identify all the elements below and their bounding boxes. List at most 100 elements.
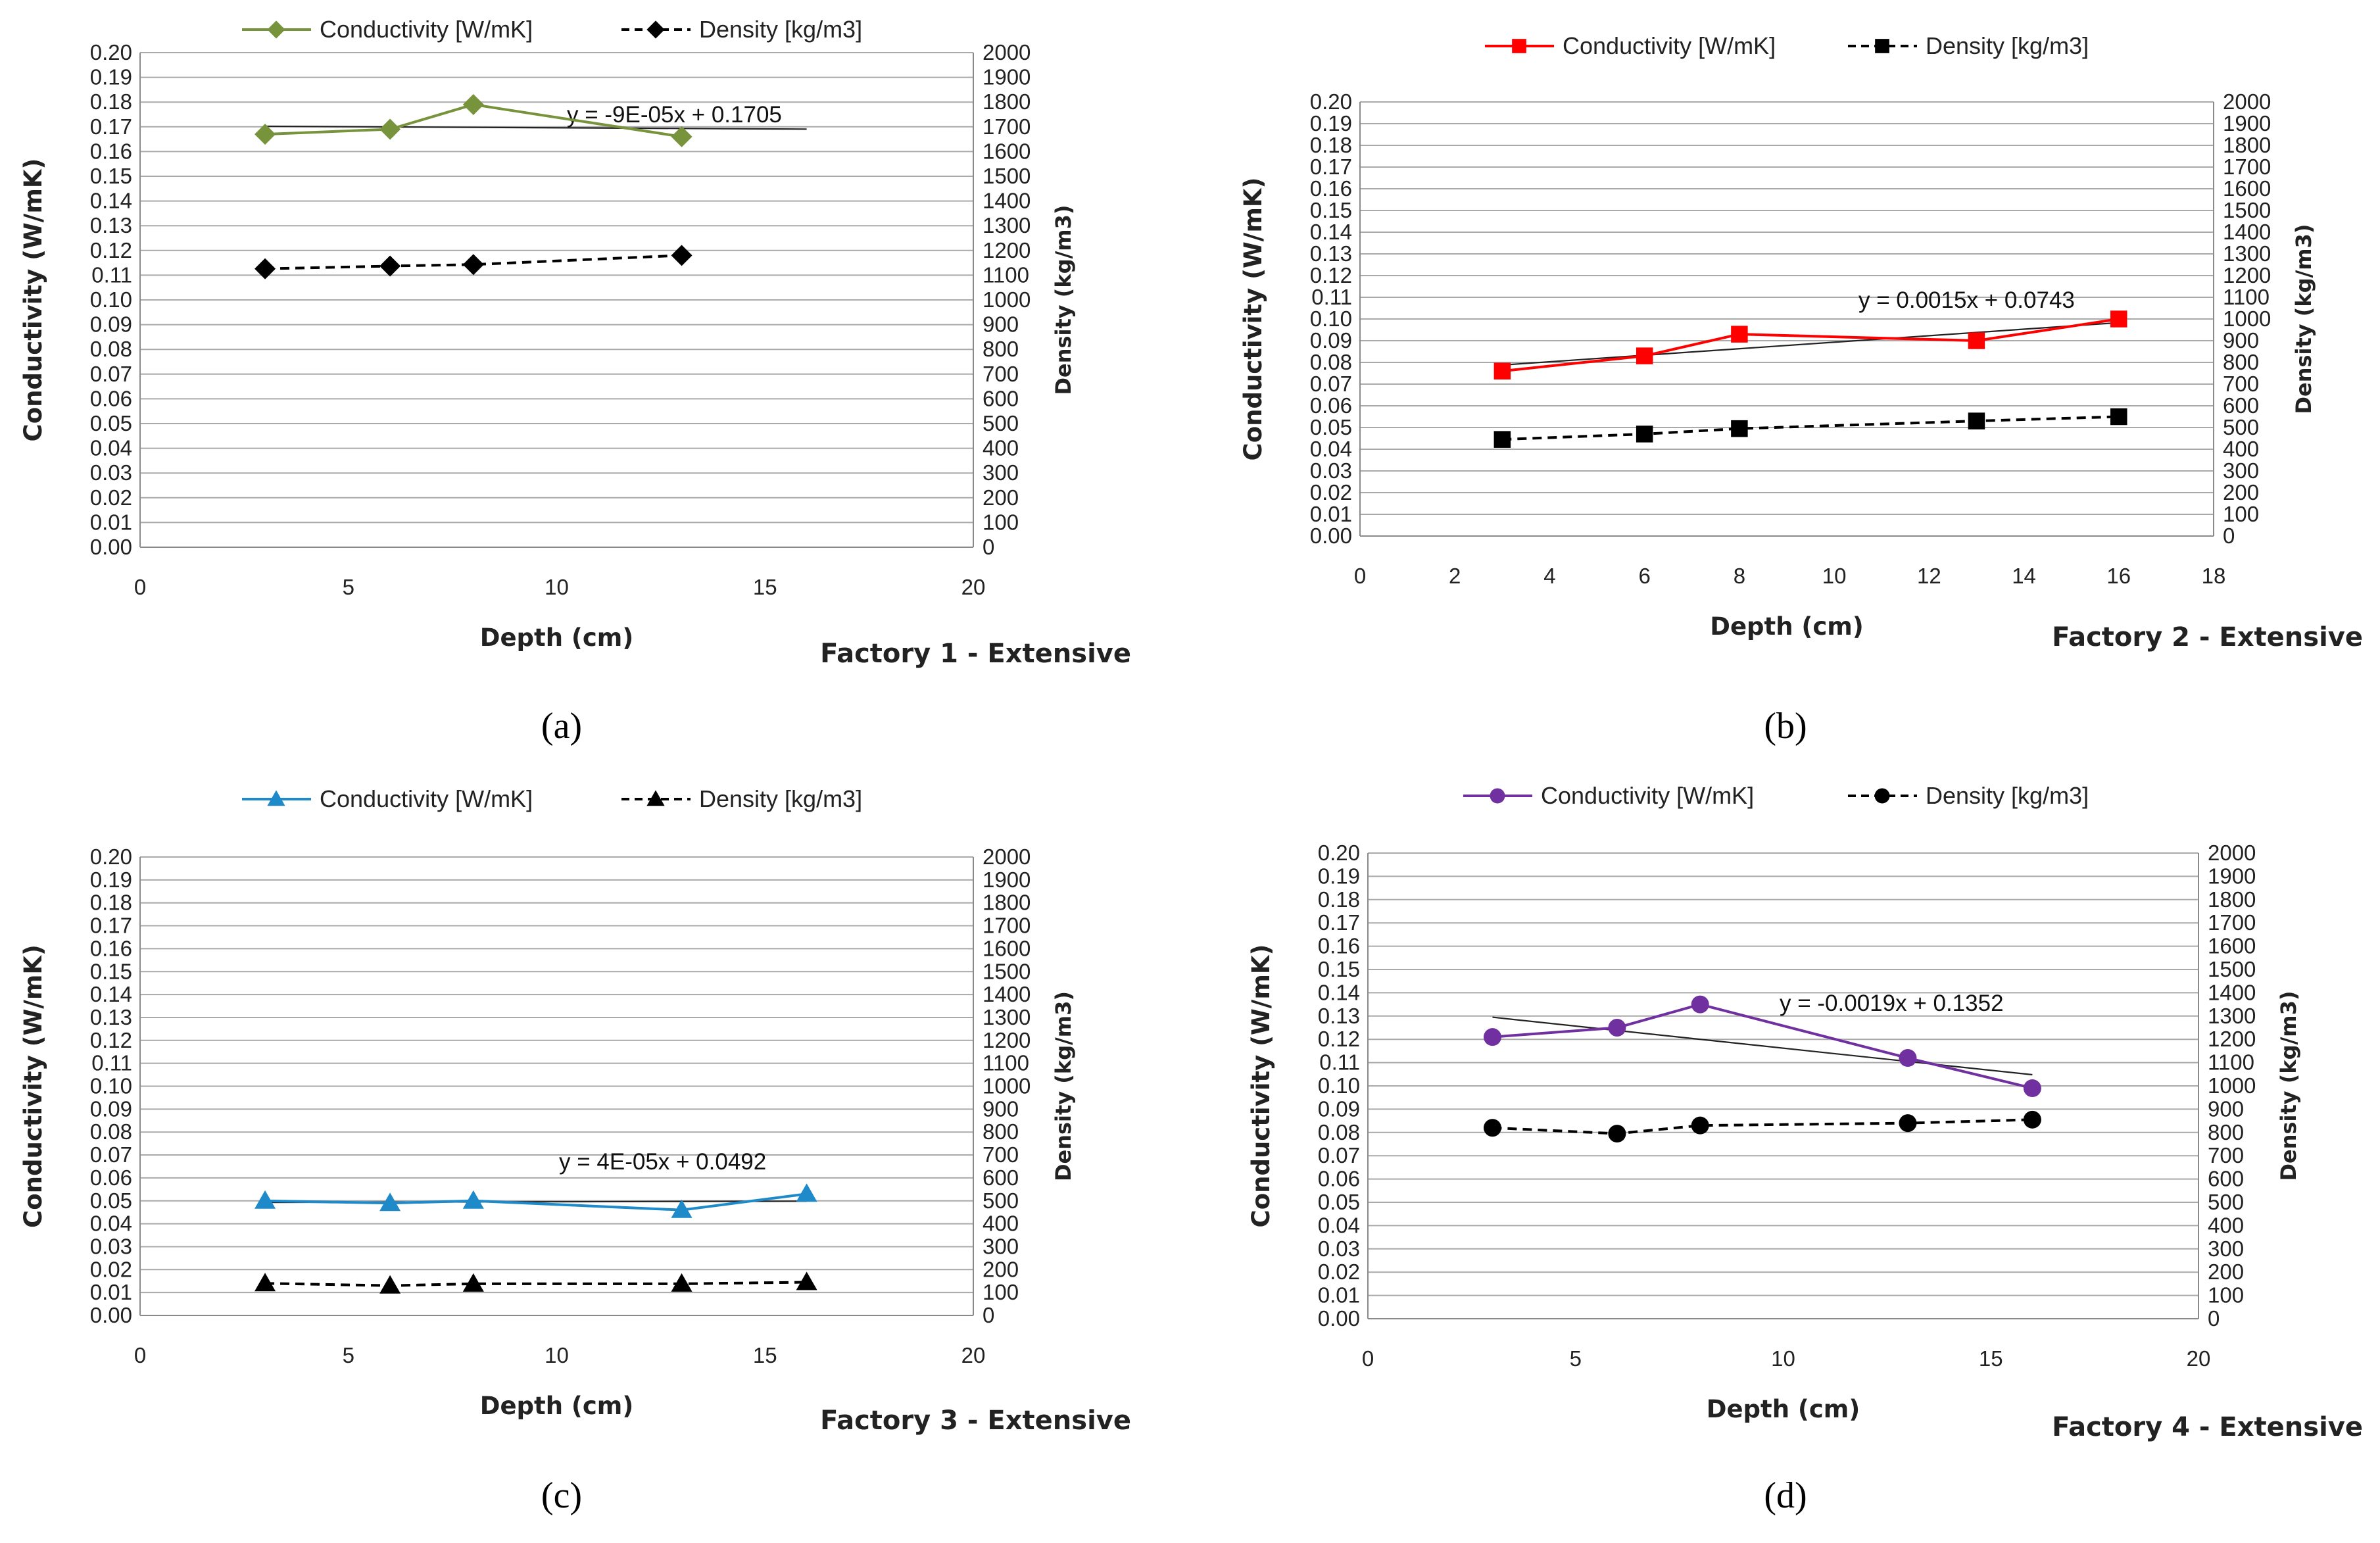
y-tick-label: 0.09 xyxy=(1310,328,1352,353)
y2-tick-label: 700 xyxy=(2208,1143,2244,1167)
y2-tick-label: 800 xyxy=(983,337,1019,361)
y-tick-label: 0.19 xyxy=(1318,864,1360,888)
y-tick-label: 0.18 xyxy=(1310,133,1352,157)
legend: Conductivity [W/mK] Density [kg/m3] xyxy=(1463,782,2089,809)
y2-tick-label: 1100 xyxy=(2223,285,2270,309)
y2-tick-label: 1400 xyxy=(983,982,1031,1006)
y2-tick-label: 1700 xyxy=(983,914,1031,938)
y2-tick-label: 1100 xyxy=(983,1051,1029,1075)
density-point xyxy=(796,1271,817,1290)
y-tick-label: 0.01 xyxy=(1318,1283,1360,1308)
conductivity-point xyxy=(671,126,692,147)
x-tick-label: 0 xyxy=(134,575,146,599)
y2-tick-label: 1500 xyxy=(983,959,1031,983)
y-tick-label: 0.10 xyxy=(1318,1073,1360,1098)
y2-tick-label: 1200 xyxy=(2223,263,2271,287)
y2-tick-label: 300 xyxy=(2208,1237,2244,1261)
y-tick-label: 0.16 xyxy=(1318,934,1360,958)
y2-tick-label: 2000 xyxy=(983,845,1031,869)
y2-tick-label: 1600 xyxy=(983,936,1031,960)
x-tick-label: 10 xyxy=(1822,564,1847,588)
conductivity-point xyxy=(462,1190,484,1209)
y-tick-label: 0.07 xyxy=(90,362,132,386)
x-tick-label: 14 xyxy=(2012,564,2036,588)
x-tick-label: 0 xyxy=(134,1343,146,1367)
y-tick-label: 0.15 xyxy=(90,164,132,188)
y-tick-label: 0.13 xyxy=(90,1005,132,1029)
y2-tick-label: 1800 xyxy=(2208,887,2256,912)
y2-tick-label: 1900 xyxy=(2208,864,2256,888)
x-axis-title: Depth (cm) xyxy=(480,624,634,652)
legend: Conductivity [W/mK] Density [kg/m3] xyxy=(242,16,862,43)
y-tick-label: 0.08 xyxy=(90,337,132,361)
panel-caption: Factory 2 - Extensive xyxy=(2052,622,2363,652)
conductivity-point xyxy=(1494,362,1511,380)
x-tick-label: 16 xyxy=(2106,564,2131,588)
legend-density-marker xyxy=(1875,39,1889,53)
density-point xyxy=(1636,426,1653,443)
y2-tick-label: 1600 xyxy=(2208,934,2256,958)
y-tick-label: 0.17 xyxy=(90,914,132,938)
y2-tick-label: 1200 xyxy=(983,238,1031,262)
density-point xyxy=(1691,1116,1709,1135)
y-tick-label: 0.14 xyxy=(1318,980,1360,1004)
y-tick-label: 0.03 xyxy=(90,1234,132,1258)
y2-tick-label: 1900 xyxy=(2223,111,2271,135)
y-tick-label: 0.10 xyxy=(90,287,132,312)
y2-tick-label: 900 xyxy=(2208,1096,2244,1121)
y2-tick-label: 400 xyxy=(2208,1213,2244,1237)
y2-tick-label: 100 xyxy=(983,510,1019,534)
y2-tick-label: 2000 xyxy=(2223,89,2271,114)
conductivity-point xyxy=(1731,326,1748,343)
y2-tick-label: 800 xyxy=(2208,1120,2244,1144)
y-tick-label: 0.15 xyxy=(1310,198,1352,222)
y2-tick-label: 1300 xyxy=(2223,241,2271,266)
y2-tick-label: 1800 xyxy=(983,891,1031,915)
density-point xyxy=(379,1275,401,1294)
y2-tick-label: 0 xyxy=(983,535,994,559)
x-tick-label: 6 xyxy=(1638,564,1650,588)
chart-panel-3: 0.000.010.020.030.040.050.060.070.080.09… xyxy=(19,785,1131,1516)
y-tick-label: 0.15 xyxy=(90,959,132,983)
x-tick-label: 8 xyxy=(1734,564,1745,588)
x-axis-title: Depth (cm) xyxy=(480,1392,634,1420)
y2-tick-label: 200 xyxy=(983,485,1019,510)
y-tick-label: 0.01 xyxy=(90,1280,132,1304)
y-tick-label: 0.03 xyxy=(90,460,132,485)
y2-axis-title: Density (kg/m3) xyxy=(1051,991,1076,1181)
legend-density-marker xyxy=(646,790,665,806)
x-tick-label: 15 xyxy=(1979,1346,2003,1371)
y-tick-label: 0.00 xyxy=(90,535,132,559)
conductivity-point xyxy=(2110,310,2127,328)
y-tick-label: 0.04 xyxy=(90,1212,132,1236)
y2-tick-label: 0 xyxy=(2223,524,2235,548)
y2-tick-label: 1300 xyxy=(983,1005,1031,1029)
x-tick-label: 0 xyxy=(1362,1346,1374,1371)
y-tick-label: 0.04 xyxy=(90,436,132,460)
x-tick-label: 2 xyxy=(1449,564,1461,588)
y2-axis-title: Density (kg/m3) xyxy=(2291,224,2316,414)
y-tick-label: 0.05 xyxy=(1318,1190,1360,1214)
density-point xyxy=(1494,431,1511,448)
y-tick-label: 0.01 xyxy=(90,510,132,534)
legend-density-label: Density [kg/m3] xyxy=(699,785,862,812)
y-tick-label: 0.06 xyxy=(1318,1167,1360,1191)
conductivity-point xyxy=(255,124,276,145)
y-tick-label: 0.12 xyxy=(1310,263,1352,287)
y2-tick-label: 1400 xyxy=(2208,980,2256,1004)
y-tick-label: 0.16 xyxy=(1310,176,1352,201)
y-tick-label: 0.02 xyxy=(1318,1260,1360,1284)
y2-tick-label: 500 xyxy=(2208,1190,2244,1214)
y2-tick-label: 100 xyxy=(2223,502,2259,526)
trendline xyxy=(265,125,807,130)
conductivity-point xyxy=(796,1183,817,1202)
y2-tick-label: 1700 xyxy=(2223,155,2271,179)
density-point xyxy=(2110,408,2127,426)
y2-tick-label: 600 xyxy=(983,386,1019,410)
x-tick-label: 4 xyxy=(1543,564,1555,588)
y2-tick-label: 300 xyxy=(2223,458,2259,483)
chart-panel-2: 0.000.010.020.030.040.050.060.070.080.09… xyxy=(1239,32,2363,747)
conductivity-point xyxy=(1691,995,1709,1014)
x-tick-label: 15 xyxy=(753,575,777,599)
